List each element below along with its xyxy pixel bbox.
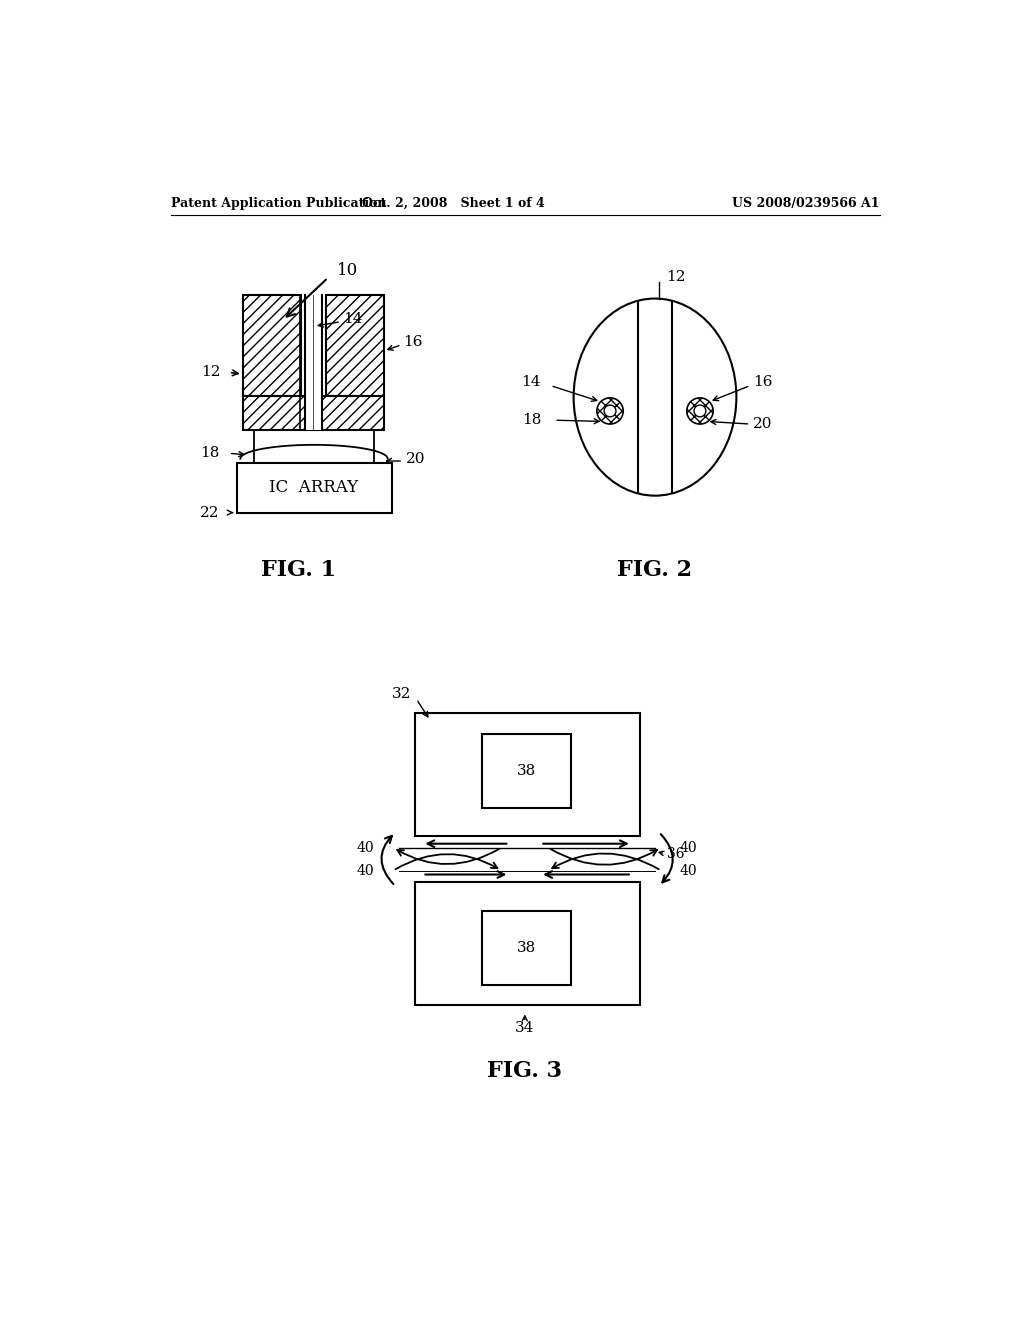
Text: 18: 18 bbox=[521, 413, 541, 428]
Text: 38: 38 bbox=[517, 763, 536, 777]
Text: 40: 40 bbox=[680, 863, 697, 878]
Ellipse shape bbox=[573, 298, 736, 495]
Text: 20: 20 bbox=[754, 417, 773, 432]
Text: 20: 20 bbox=[406, 451, 425, 466]
Text: 32: 32 bbox=[391, 686, 411, 701]
Text: 16: 16 bbox=[754, 375, 773, 388]
Text: 14: 14 bbox=[521, 375, 541, 388]
Text: 18: 18 bbox=[200, 446, 219, 459]
Bar bbox=[415, 713, 640, 836]
Bar bbox=[482, 911, 571, 985]
Text: 36: 36 bbox=[667, 846, 684, 861]
Text: 22: 22 bbox=[200, 506, 219, 520]
Circle shape bbox=[597, 397, 624, 424]
Text: FIG. 2: FIG. 2 bbox=[617, 560, 692, 581]
Text: 16: 16 bbox=[403, 335, 423, 348]
Text: 10: 10 bbox=[337, 261, 358, 279]
Text: FIG. 1: FIG. 1 bbox=[261, 560, 336, 581]
Circle shape bbox=[604, 405, 616, 417]
Text: IC  ARRAY: IC ARRAY bbox=[269, 479, 358, 496]
Bar bbox=[482, 734, 571, 808]
Text: 38: 38 bbox=[517, 941, 536, 954]
Bar bbox=[243, 296, 301, 396]
Text: 40: 40 bbox=[356, 841, 375, 854]
Text: 40: 40 bbox=[356, 863, 375, 878]
Text: 12: 12 bbox=[667, 271, 686, 284]
Bar bbox=[415, 882, 640, 1006]
Bar bbox=[326, 296, 384, 396]
Bar bbox=[638, 302, 672, 492]
Text: FIG. 3: FIG. 3 bbox=[487, 1060, 562, 1082]
Text: 14: 14 bbox=[343, 312, 362, 326]
Text: 34: 34 bbox=[515, 1022, 535, 1035]
Circle shape bbox=[687, 397, 713, 424]
Bar bbox=[305, 296, 322, 430]
Circle shape bbox=[694, 405, 706, 417]
Text: 12: 12 bbox=[202, 366, 221, 379]
Bar bbox=[237, 462, 391, 512]
Text: Oct. 2, 2008   Sheet 1 of 4: Oct. 2, 2008 Sheet 1 of 4 bbox=[362, 197, 545, 210]
Bar bbox=[243, 396, 384, 430]
Text: 40: 40 bbox=[680, 841, 697, 854]
Text: Patent Application Publication: Patent Application Publication bbox=[171, 197, 386, 210]
Text: US 2008/0239566 A1: US 2008/0239566 A1 bbox=[732, 197, 880, 210]
